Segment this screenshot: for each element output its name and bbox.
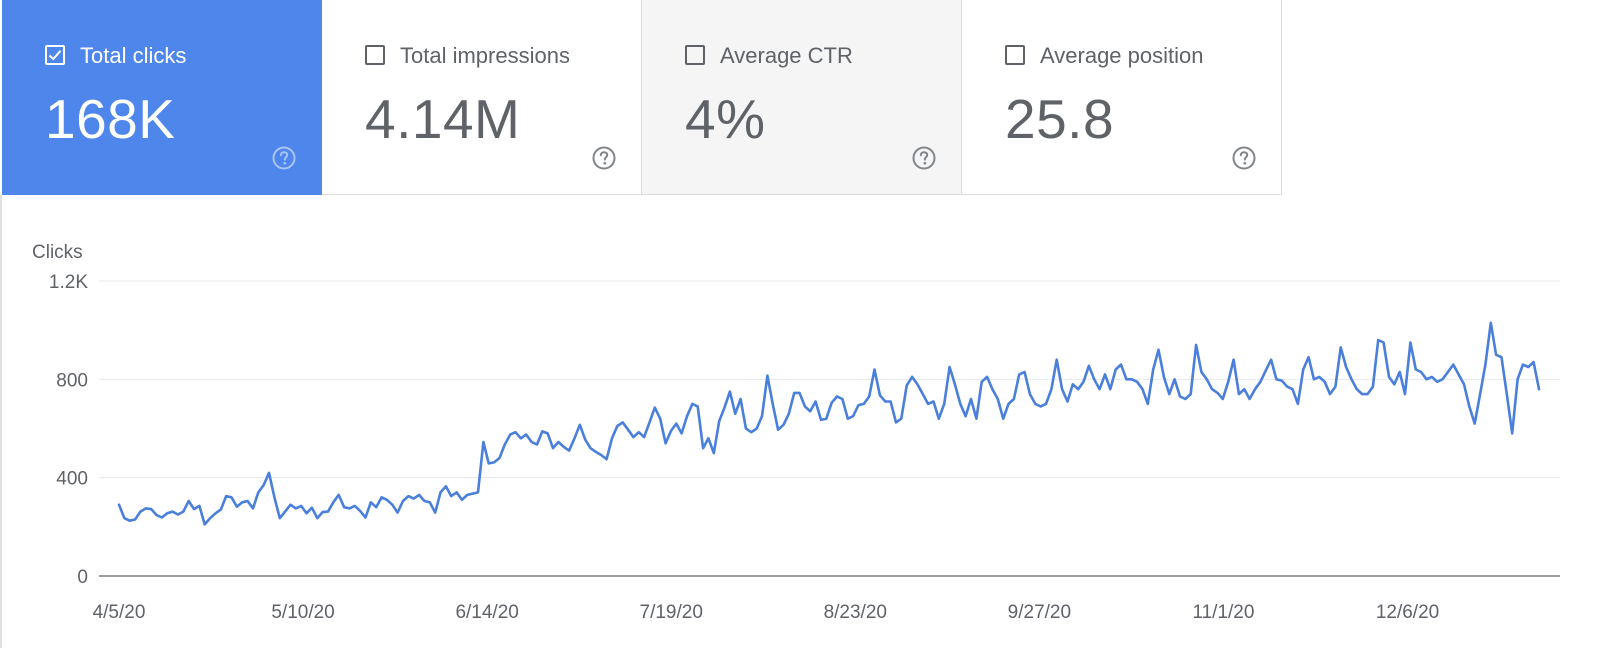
metric-card-average-ctr[interactable]: Average CTR 4% [642, 0, 962, 195]
checkbox-icon[interactable] [1005, 45, 1025, 65]
y-axis-title: Clicks [32, 242, 83, 263]
help-circle-icon[interactable] [912, 146, 936, 170]
help-circle-icon[interactable] [272, 146, 296, 170]
x-tick-label: 12/6/20 [1376, 602, 1439, 623]
metric-label: Total impressions [400, 43, 570, 68]
metric-value: 4% [685, 88, 766, 150]
help-circle-icon[interactable] [1232, 146, 1256, 170]
metric-value: 25.8 [1005, 88, 1115, 150]
line-chart[interactable]: Clicks 0 400 800 1.2K 4/5/20 5/10/20 6/14/20 7… [2, 195, 1600, 648]
help-circle-icon[interactable] [592, 146, 616, 170]
checkbox-icon[interactable] [685, 45, 705, 65]
x-tick-label: 6/14/20 [455, 602, 518, 623]
y-tick-label: 0 [77, 567, 88, 588]
metric-label: Total clicks [80, 43, 187, 68]
x-tick-label: 7/19/20 [640, 602, 703, 623]
checkmark-icon [48, 50, 62, 61]
x-tick-label: 8/23/20 [824, 602, 887, 623]
metric-label: Average position [1040, 43, 1204, 68]
metric-cards: Total clicks 168K Total impressions 4.14… [2, 0, 1282, 195]
checkbox-icon[interactable] [365, 45, 385, 65]
y-axis-ticks: 0 400 800 1.2K [49, 272, 88, 588]
checkbox-icon[interactable] [45, 45, 65, 65]
clicks-chart[interactable]: Clicks 0 400 800 1.2K 4/5/20 5/10/20 6/14/20 7… [0, 195, 1600, 648]
metric-card-total-impressions[interactable]: Total impressions 4.14M [322, 0, 642, 195]
metric-label: Average CTR [720, 43, 853, 68]
series-layer [117, 321, 1541, 526]
x-tick-label: 11/1/20 [1192, 602, 1254, 623]
y-tick-label: 1.2K [49, 272, 88, 293]
series-line-clicks [117, 321, 1541, 526]
x-tick-label: 4/5/20 [93, 602, 146, 623]
metric-card-total-clicks[interactable]: Total clicks 168K [2, 0, 322, 195]
metric-value: 4.14M [365, 88, 521, 150]
gridlines [99, 280, 1560, 577]
y-tick-label: 800 [56, 370, 88, 391]
x-tick-label: 5/10/20 [271, 602, 334, 623]
x-axis-ticks: 4/5/20 5/10/20 6/14/20 7/19/20 8/23/20 9/27/2… [93, 602, 1440, 623]
metric-card-average-position[interactable]: Average position 25.8 [962, 0, 1282, 195]
x-tick-label: 9/27/20 [1008, 602, 1071, 623]
y-tick-label: 400 [56, 469, 88, 490]
metric-value: 168K [45, 88, 176, 150]
